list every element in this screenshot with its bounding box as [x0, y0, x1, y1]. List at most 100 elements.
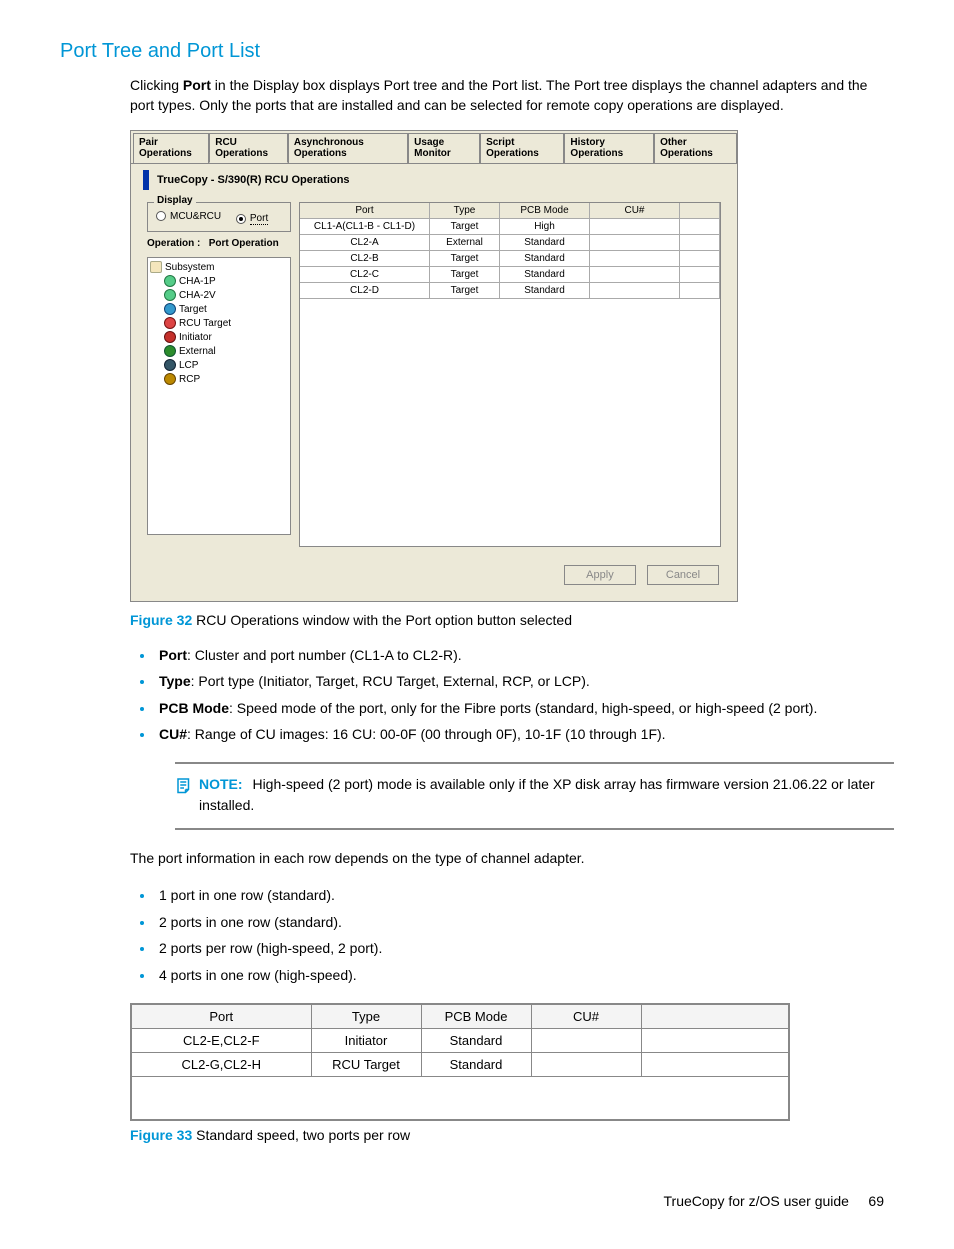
radio-label: Port — [250, 213, 268, 225]
tree-node-lcp[interactable]: LCP — [150, 358, 288, 372]
intro-paragraph: Clicking Port in the Display box display… — [60, 75, 894, 116]
cell — [680, 283, 720, 299]
tab-history-operations[interactable]: History Operations — [564, 133, 654, 163]
radio-label: MCU&RCU — [170, 211, 221, 222]
cell — [531, 1052, 641, 1076]
intro-post: in the Display box displays Port tree an… — [130, 77, 867, 113]
col-port[interactable]: Port — [300, 203, 430, 219]
tree-node-external[interactable]: External — [150, 344, 288, 358]
tab-pair-operations[interactable]: Pair Operations — [133, 133, 209, 163]
col-type: Type — [311, 1004, 421, 1029]
tab-async-operations[interactable]: Asynchronous Operations — [288, 133, 408, 163]
list-item: PCB Mode: Speed mode of the port, only f… — [155, 695, 894, 722]
tab-other-operations[interactable]: Other Operations — [654, 133, 737, 163]
target-icon — [164, 303, 176, 315]
note-text: High-speed (2 port) mode is available on… — [199, 776, 875, 813]
grid-header: Port Type PCB Mode CU# — [300, 203, 720, 219]
desc: : Port type (Initiator, Target, RCU Targ… — [191, 673, 590, 689]
cell: RCU Target — [311, 1052, 421, 1076]
cancel-button[interactable]: Cancel — [647, 565, 719, 585]
tab-rcu-operations[interactable]: RCU Operations — [209, 133, 288, 163]
lcp-icon — [164, 359, 176, 371]
tree-node-cha1p[interactable]: CHA-1P — [150, 274, 288, 288]
tree-node-initiator[interactable]: Initiator — [150, 330, 288, 344]
tree-node-cha2v[interactable]: CHA-2V — [150, 288, 288, 302]
figure-32-caption: Figure 32 RCU Operations window with the… — [60, 612, 894, 628]
subsystem-icon — [150, 261, 162, 273]
port-list-grid[interactable]: Port Type PCB Mode CU# CL1-A(CL1-B - CL1… — [299, 202, 721, 547]
cell — [590, 235, 680, 251]
cell: Target — [430, 283, 500, 299]
right-pane: Port Type PCB Mode CU# CL1-A(CL1-B - CL1… — [299, 202, 721, 547]
cell — [590, 251, 680, 267]
desc: : Range of CU images: 16 CU: 00-0F (00 t… — [187, 726, 666, 742]
desc: : Speed mode of the port, only for the F… — [229, 700, 817, 716]
cell — [680, 235, 720, 251]
col-blank — [641, 1004, 789, 1029]
grid-row[interactable]: CL2-B Target Standard — [300, 251, 720, 267]
tree-node-rcp[interactable]: RCP — [150, 372, 288, 386]
col-port: Port — [131, 1004, 311, 1029]
row-types-list: 1 port in one row (standard). 2 ports in… — [60, 882, 894, 988]
grid-row[interactable]: CL2-D Target Standard — [300, 283, 720, 299]
list-item: 1 port in one row (standard). — [155, 882, 894, 909]
tree-node-target[interactable]: Target — [150, 302, 288, 316]
cell: Initiator — [311, 1028, 421, 1052]
cell — [680, 219, 720, 235]
tree-node-rcu-target[interactable]: RCU Target — [150, 316, 288, 330]
cell: Standard — [500, 235, 590, 251]
cell: Target — [430, 251, 500, 267]
table-row: CL2-E,CL2-F Initiator Standard — [131, 1028, 789, 1052]
grid-row[interactable]: CL2-A External Standard — [300, 235, 720, 251]
table-header-row: Port Type PCB Mode CU# — [131, 1004, 789, 1029]
col-pcb-mode[interactable]: PCB Mode — [500, 203, 590, 219]
cell: CL2-C — [300, 267, 430, 283]
radio-port[interactable]: Port — [236, 213, 268, 225]
footer-page: 69 — [868, 1193, 884, 1209]
intro-bold: Port — [183, 77, 211, 93]
list-item: CU#: Range of CU images: 16 CU: 00-0F (0… — [155, 721, 894, 748]
grid-row[interactable]: CL1-A(CL1-B - CL1-D) Target High — [300, 219, 720, 235]
term: Port — [159, 647, 187, 663]
col-type[interactable]: Type — [430, 203, 500, 219]
note-block: NOTE: High-speed (2 port) mode is availa… — [175, 762, 894, 830]
cell: Standard — [500, 251, 590, 267]
port-tree[interactable]: Subsystem CHA-1P CHA-2V Target RCU Targe… — [147, 257, 291, 535]
tree-label: CHA-2V — [179, 290, 216, 301]
cell — [590, 267, 680, 283]
port-table-2: Port Type PCB Mode CU# CL2-E,CL2-F Initi… — [130, 1003, 790, 1122]
radio-icon — [156, 211, 166, 221]
col-cu[interactable]: CU# — [590, 203, 680, 219]
cell — [590, 283, 680, 299]
apply-button[interactable]: Apply — [564, 565, 636, 585]
list-item: Type: Port type (Initiator, Target, RCU … — [155, 668, 894, 695]
field-definitions: Port: Cluster and port number (CL1-A to … — [60, 642, 894, 748]
radio-icon — [236, 214, 246, 224]
tree-node-subsystem[interactable]: Subsystem — [150, 260, 288, 274]
term: CU# — [159, 726, 187, 742]
cell — [680, 251, 720, 267]
row-depends-paragraph: The port information in each row depends… — [60, 848, 894, 868]
col-pcb-mode: PCB Mode — [421, 1004, 531, 1029]
note-icon — [175, 776, 193, 794]
desc: : Cluster and port number (CL1-A to CL2-… — [187, 647, 462, 663]
tree-label: Target — [179, 304, 207, 315]
left-pane: Display MCU&RCU Port Operation : — [147, 202, 291, 547]
cell: CL2-B — [300, 251, 430, 267]
panel-title: TrueCopy - S/390(R) RCU Operations — [157, 174, 350, 186]
tab-strip: Pair Operations RCU Operations Asynchron… — [131, 131, 737, 163]
note-label: NOTE: — [199, 776, 243, 792]
title-accent-bar — [143, 170, 149, 190]
cell: CL2-D — [300, 283, 430, 299]
list-item: 2 ports per row (high-speed, 2 port). — [155, 935, 894, 962]
figure-text: Standard speed, two ports per row — [192, 1127, 410, 1143]
footer-title: TrueCopy for z/OS user guide — [664, 1193, 849, 1209]
cell: Target — [430, 267, 500, 283]
tree-label: LCP — [179, 360, 198, 371]
tree-label: Subsystem — [165, 262, 214, 273]
grid-row[interactable]: CL2-C Target Standard — [300, 267, 720, 283]
tab-usage-monitor[interactable]: Usage Monitor — [408, 133, 480, 163]
radio-mcu-rcu[interactable]: MCU&RCU — [156, 211, 221, 222]
tab-script-operations[interactable]: Script Operations — [480, 133, 564, 163]
display-legend: Display — [154, 195, 196, 206]
